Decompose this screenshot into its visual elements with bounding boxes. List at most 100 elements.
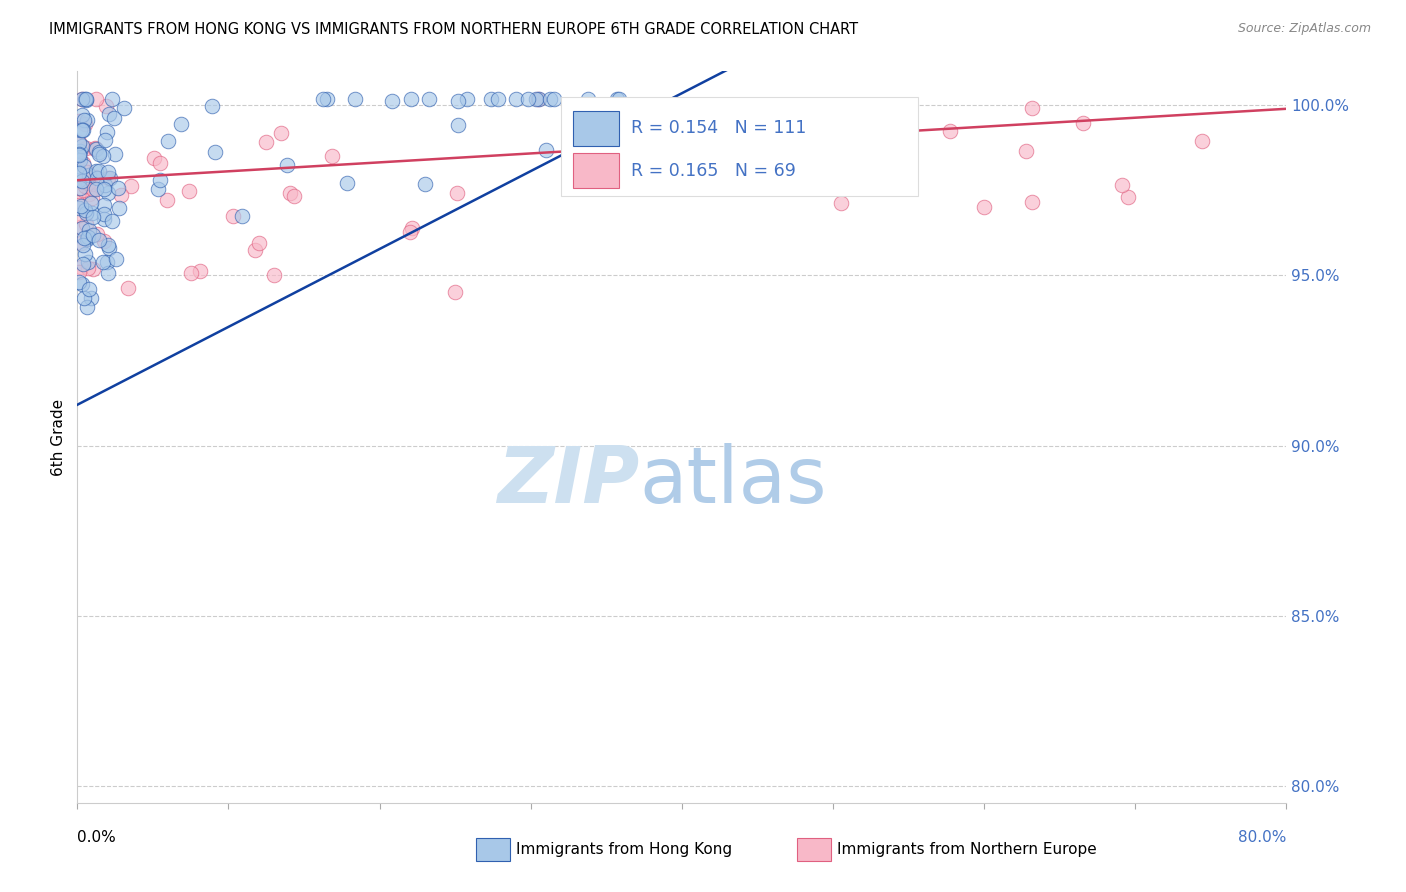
Point	[73, 92, 96, 106]
Point	[67, 151, 90, 165]
Point	[67, 194, 90, 209]
Point	[146, 182, 169, 196]
Point	[939, 124, 962, 138]
Point	[82, 210, 104, 224]
Point	[75, 178, 97, 193]
Point	[67, 135, 90, 149]
Point	[149, 173, 172, 187]
Point	[399, 92, 422, 106]
Point	[93, 255, 115, 269]
Point	[97, 170, 120, 185]
FancyBboxPatch shape	[477, 838, 510, 862]
Point	[67, 136, 90, 151]
Point	[70, 277, 93, 292]
Point	[180, 266, 202, 280]
Point	[72, 257, 94, 271]
Point	[204, 145, 226, 159]
Point	[606, 92, 628, 106]
Point	[67, 208, 90, 222]
Point	[526, 92, 548, 106]
Point	[67, 198, 90, 212]
Point	[73, 291, 96, 305]
Point	[93, 234, 115, 248]
Point	[93, 149, 115, 163]
Point	[526, 92, 548, 106]
Point	[399, 225, 422, 239]
Point	[117, 281, 139, 295]
Point	[104, 147, 127, 161]
Point	[73, 230, 96, 244]
Point	[75, 117, 97, 131]
Point	[263, 268, 285, 283]
Point	[447, 94, 470, 108]
Point	[830, 195, 852, 210]
Point	[80, 206, 103, 220]
Text: 0.0%: 0.0%	[77, 830, 117, 845]
Point	[94, 178, 117, 193]
Point	[84, 170, 107, 185]
Point	[73, 159, 96, 173]
Point	[418, 92, 440, 106]
Point	[444, 285, 467, 300]
FancyBboxPatch shape	[797, 838, 831, 862]
Text: IMMIGRANTS FROM HONG KONG VS IMMIGRANTS FROM NORTHERN EUROPE 6TH GRADE CORRELATI: IMMIGRANTS FROM HONG KONG VS IMMIGRANTS …	[49, 22, 858, 37]
Point	[98, 107, 121, 121]
Point	[84, 92, 107, 106]
Point	[278, 186, 301, 201]
Text: R = 0.154   N = 111: R = 0.154 N = 111	[631, 120, 807, 137]
Point	[93, 198, 115, 212]
Text: Source: ZipAtlas.com: Source: ZipAtlas.com	[1237, 22, 1371, 36]
Point	[67, 148, 90, 162]
Point	[157, 134, 180, 148]
Point	[82, 182, 104, 196]
Point	[67, 265, 90, 279]
Point	[77, 176, 100, 190]
Point	[188, 264, 211, 278]
Point	[97, 165, 120, 179]
Point	[105, 252, 128, 266]
Point	[86, 227, 108, 241]
Point	[1021, 194, 1043, 209]
Point	[86, 182, 108, 196]
Point	[505, 92, 527, 106]
Point	[73, 112, 96, 127]
Point	[107, 181, 129, 195]
Point	[103, 112, 125, 126]
Point	[796, 105, 818, 120]
Point	[77, 282, 100, 296]
FancyBboxPatch shape	[574, 111, 619, 146]
Point	[89, 145, 111, 160]
Point	[69, 153, 91, 167]
Point	[343, 92, 366, 106]
Text: R = 0.165   N = 69: R = 0.165 N = 69	[631, 161, 796, 180]
Point	[70, 221, 93, 235]
Point	[76, 230, 98, 244]
Point	[70, 92, 93, 106]
Point	[93, 133, 115, 147]
Point	[77, 187, 100, 202]
Point	[84, 142, 107, 156]
Point	[97, 238, 120, 252]
Point	[543, 92, 565, 106]
Point	[67, 165, 90, 179]
Point	[534, 143, 557, 157]
Point	[93, 206, 115, 220]
Point	[1071, 116, 1094, 130]
FancyBboxPatch shape	[574, 153, 619, 188]
Point	[336, 176, 359, 190]
Point	[101, 92, 124, 106]
Point	[569, 118, 592, 132]
Point	[69, 144, 91, 158]
Point	[73, 246, 96, 260]
Text: Immigrants from Hong Kong: Immigrants from Hong Kong	[516, 842, 733, 857]
Point	[69, 235, 91, 250]
Point	[94, 99, 117, 113]
Point	[316, 92, 339, 106]
Point	[86, 171, 108, 186]
Point	[86, 164, 108, 178]
Point	[76, 180, 98, 194]
Point	[571, 178, 593, 192]
Text: atlas: atlas	[640, 443, 827, 519]
Point	[82, 227, 104, 242]
Point	[75, 141, 97, 155]
